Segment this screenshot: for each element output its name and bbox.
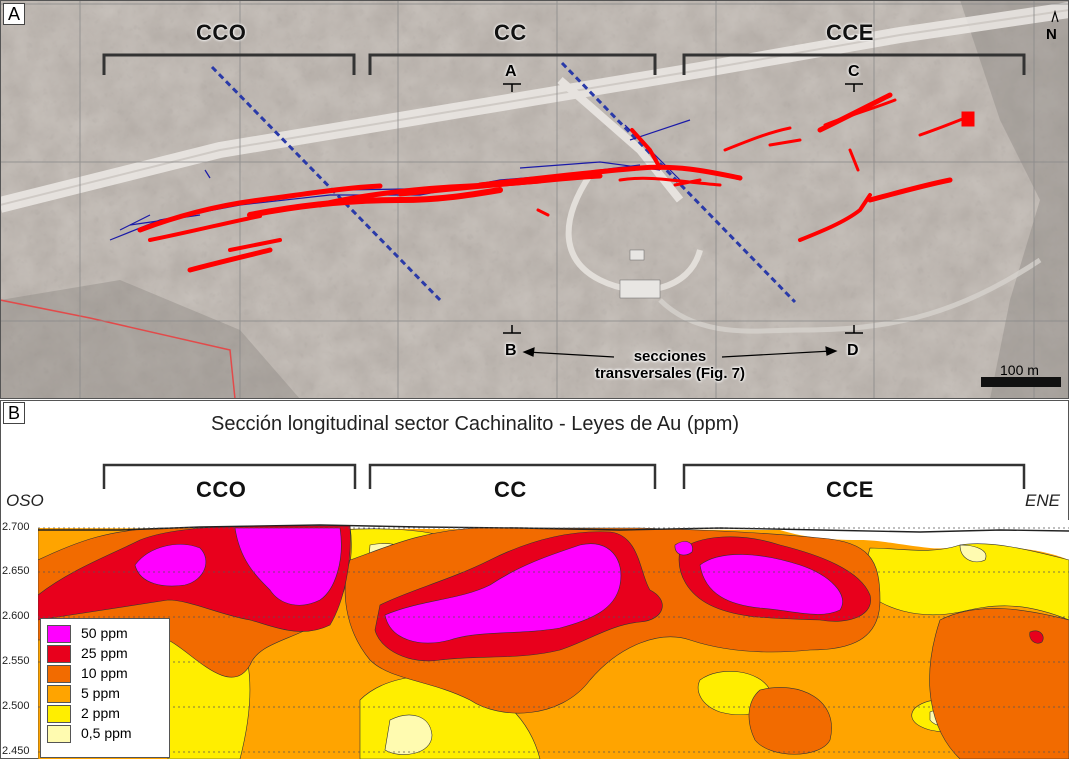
panel-b-section <box>0 400 1069 759</box>
panel-b-sector-brackets <box>102 463 1026 489</box>
section-tick-symbols <box>503 83 863 334</box>
cross-sections-note: secciones transversales (Fig. 7) <box>572 348 768 382</box>
dashed-fault-west <box>210 65 444 304</box>
panel-a-map <box>1 1 1068 398</box>
elevation-gridlines <box>38 527 1069 753</box>
legend-label: 5 ppm <box>81 685 120 701</box>
legend-item: 25 ppm <box>47 643 167 663</box>
grade-legend: 50 ppm 25 ppm 10 ppm 5 ppm 2 ppm 0,5 ppm <box>40 618 170 758</box>
section-sector-label-cco: CCO <box>196 477 247 502</box>
zone-10ppm-blob <box>748 687 832 755</box>
map-building <box>619 279 661 299</box>
panel-a-letter: A <box>3 3 26 25</box>
bracket-cce-map <box>682 53 1026 75</box>
direction-left-label: OSO <box>6 491 44 510</box>
zone-10ppm-east <box>929 608 1069 759</box>
note-line-1: secciones <box>633 348 707 365</box>
zone-05ppm-d <box>959 544 987 563</box>
north-arrow-icon <box>1051 9 1059 23</box>
zone-50ppm-c <box>384 543 622 644</box>
bracket-cc-map <box>368 53 657 75</box>
elevation-tick: 2.600 <box>2 610 30 622</box>
legend-item: 10 ppm <box>47 663 167 683</box>
legend-label: 50 ppm <box>81 625 128 641</box>
map-building-small <box>629 249 645 261</box>
section-sector-label-cc: CC <box>494 477 527 502</box>
map-sector-label-cce: CCE <box>826 20 874 45</box>
legend-swatch <box>47 725 71 743</box>
legend-swatch <box>47 685 71 703</box>
elevation-tick: 2.700 <box>2 521 30 533</box>
elevation-tick: 2.450 <box>2 745 30 757</box>
bracket-cco-map <box>102 53 356 75</box>
note-arrows <box>522 346 838 358</box>
elevation-tick: 2.550 <box>2 655 30 667</box>
map-sector-label-cco: CCO <box>196 20 247 45</box>
section-marker-d: D <box>847 342 859 359</box>
direction-right-label: ENE <box>1025 491 1060 510</box>
scale-bar <box>981 377 1061 387</box>
legend-label: 0,5 ppm <box>81 725 132 741</box>
note-line-2: transversales (Fig. 7) <box>594 365 746 382</box>
section-marker-a: A <box>505 63 517 80</box>
zone-50ppm-a <box>134 544 207 587</box>
map-pit-road <box>565 173 703 293</box>
zone-25ppm-dot <box>1029 630 1044 644</box>
section-marker-b: B <box>505 342 517 359</box>
map-access-road <box>557 76 684 203</box>
map-highway-centerline <box>1 9 1068 206</box>
elevation-tick: 2.650 <box>2 565 30 577</box>
zone-50ppm-d <box>699 554 843 615</box>
section-title: Sección longitudinal sector Cachinalito … <box>211 413 740 435</box>
legend-item: 50 ppm <box>47 623 167 643</box>
au-grade-contours <box>38 520 1069 759</box>
section-marker-c: C <box>848 63 860 80</box>
zone-50ppm-e <box>674 541 693 556</box>
map-grid <box>1 1 1068 398</box>
north-label: N <box>1046 26 1057 43</box>
legend-swatch <box>47 705 71 723</box>
zone-05ppm-b <box>384 714 433 755</box>
legend-swatch <box>47 665 71 683</box>
legend-item: 2 ppm <box>47 703 167 723</box>
legend-label: 10 ppm <box>81 665 128 681</box>
map-dark-terrain-sw <box>1 280 300 398</box>
map-terrain-detail <box>1 1 1068 398</box>
red-veins <box>137 92 975 273</box>
map-sector-label-cc: CC <box>494 20 527 45</box>
scale-bar-label: 100 m <box>1000 362 1039 378</box>
legend-swatch <box>47 645 71 663</box>
map-track <box>658 257 1042 334</box>
elevation-tick: 2.500 <box>2 700 30 712</box>
dashed-fault-east <box>560 61 797 304</box>
legend-item: 0,5 ppm <box>47 723 167 743</box>
map-red-boundary-line <box>1 299 236 398</box>
legend-swatch <box>47 625 71 643</box>
legend-label: 2 ppm <box>81 705 120 721</box>
topography-line <box>38 524 1069 533</box>
zone-50ppm-b <box>234 527 342 606</box>
panel-b-letter: B <box>3 402 26 424</box>
legend-label: 25 ppm <box>81 645 128 661</box>
legend-item: 5 ppm <box>47 683 167 703</box>
section-sector-label-cce: CCE <box>826 477 874 502</box>
map-dark-hills <box>960 1 1068 398</box>
panel-a-sector-brackets <box>102 53 1026 75</box>
